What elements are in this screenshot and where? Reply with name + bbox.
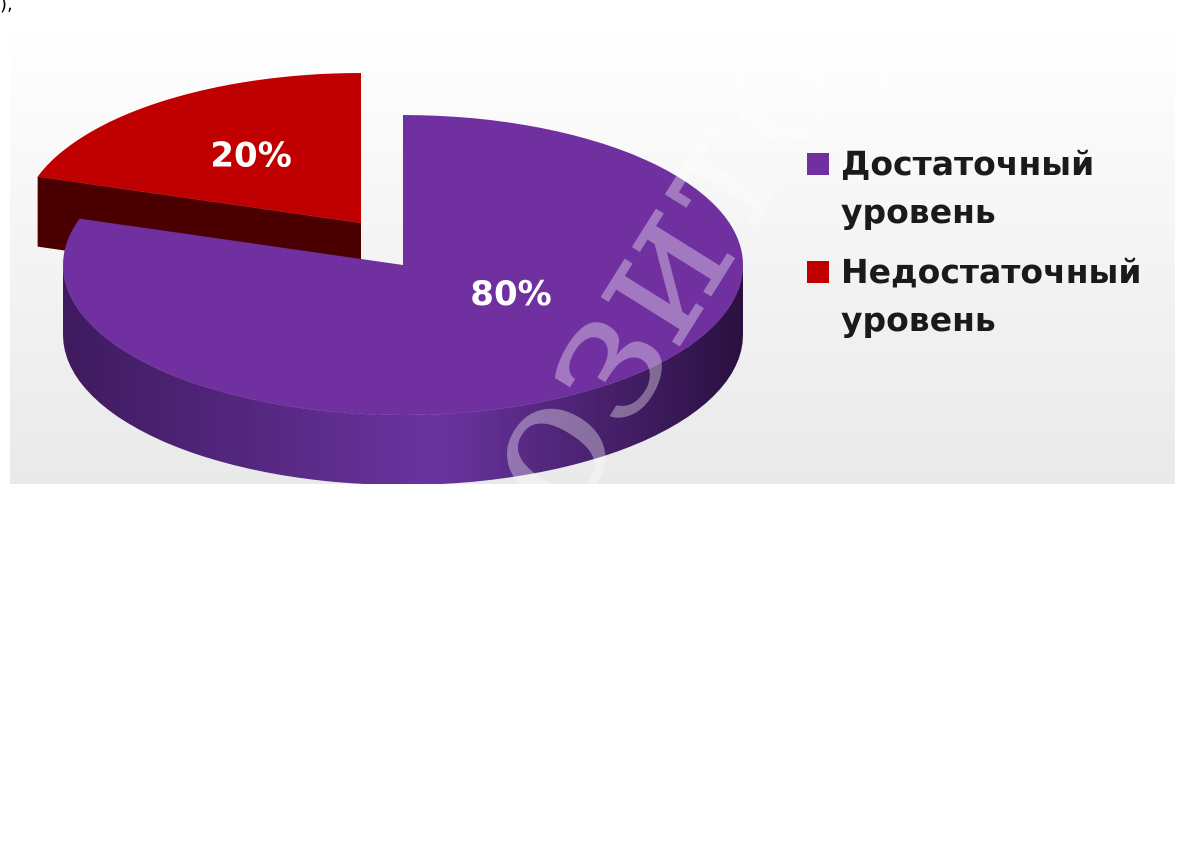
- page-fragment-text: ),: [0, 0, 13, 15]
- chart-legend: Достаточный уровень Недостаточный уровен…: [807, 140, 1142, 356]
- chart-background: 80% 20%: [10, 22, 1175, 484]
- legend-swatch-sufficient: [807, 153, 829, 175]
- legend-label-sufficient-line2: уровень: [841, 192, 996, 231]
- data-label-sufficient: 80%: [470, 274, 551, 314]
- pie-slice-sufficient: [63, 115, 744, 415]
- legend-label-sufficient: Достаточный уровень: [841, 140, 1094, 236]
- chart-area: 80% 20% Достаточный уровень Недостаточный…: [10, 22, 1175, 484]
- pie-side-sufficient: [63, 265, 743, 484]
- legend-label-insufficient-line2: уровень: [841, 300, 996, 339]
- legend-item-insufficient: Недостаточный уровень: [807, 248, 1142, 344]
- legend-label-sufficient-line1: Достаточный: [841, 144, 1095, 183]
- legend-item-sufficient: Достаточный уровень: [807, 140, 1142, 236]
- legend-label-insufficient-line1: Недостаточный: [841, 252, 1142, 291]
- pie-slice-insufficient: [37, 73, 362, 223]
- legend-swatch-insufficient: [807, 261, 829, 283]
- legend-label-insufficient: Недостаточный уровень: [841, 248, 1142, 344]
- data-label-insufficient: 20%: [210, 135, 291, 175]
